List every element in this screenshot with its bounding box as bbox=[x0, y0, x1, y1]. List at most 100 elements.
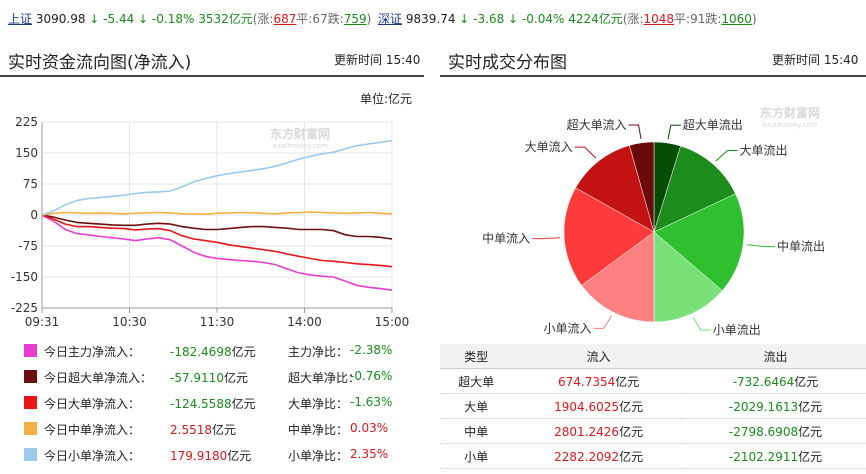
sh-price: 3090.98 bbox=[35, 12, 86, 26]
outflow-unit: 亿元 bbox=[798, 449, 823, 464]
pie-slice bbox=[581, 231, 655, 323]
right-panel-title: 实时成交分布图 bbox=[448, 53, 567, 73]
y-tick-label: -225 bbox=[11, 301, 38, 315]
row-inflow: 1904.6025亿元 bbox=[512, 393, 685, 419]
outflow-value: -2102.2911 bbox=[728, 449, 799, 464]
legend-row: 今日大单净流入： -124.5588亿元 大单净比： -1.63% bbox=[20, 392, 420, 414]
x-tick-label: 15:00 bbox=[375, 315, 410, 329]
row-inflow: 2282.2092亿元 bbox=[512, 443, 685, 469]
sz-down-count[interactable]: 1060 bbox=[721, 12, 752, 26]
sh-flat-count: 平:67 bbox=[296, 12, 328, 26]
sz-price: 9839.74 bbox=[405, 12, 456, 26]
inflow-unit: 亿元 bbox=[619, 449, 644, 464]
sz-amount: 4224亿元 bbox=[568, 12, 623, 26]
row-outflow: -2029.1613亿元 bbox=[685, 393, 866, 419]
left-header-divider bbox=[0, 75, 424, 77]
sz-index-ticker: 深证 9839.74 ↓ -3.68 ↓ -0.04% 4224亿元(涨:104… bbox=[378, 10, 757, 27]
legend-row: 今日超大单净流入： -57.9110亿元 超大单净比： -0.76% bbox=[20, 366, 420, 388]
sz-up-count[interactable]: 1048 bbox=[643, 12, 675, 26]
legend-row: 今日中单净流入： 2.5518亿元 中单净比： 0.03% bbox=[20, 418, 420, 440]
x-tick-label: 09:31 bbox=[25, 315, 60, 329]
sz-open-paren: (涨: bbox=[622, 12, 644, 26]
index-ticker-bar: 上证 3090.98 ↓ -5.44 ↓ -0.18% 3532亿元(涨:687… bbox=[0, 0, 866, 34]
unit-label: 单位:亿元 bbox=[360, 92, 413, 106]
sh-index-ticker: 上证 3090.98 ↓ -5.44 ↓ -0.18% 3532亿元(涨:687… bbox=[8, 10, 371, 27]
inflow-unit: 亿元 bbox=[619, 424, 644, 439]
legend-value: -57.9110亿元 bbox=[170, 369, 248, 386]
inflow-unit: 亿元 bbox=[615, 374, 640, 389]
series-line bbox=[41, 214, 393, 268]
pie-label-connector bbox=[628, 124, 642, 139]
trade-distribution-table: 类型 流入 流出 超大单 674.7354亿元 -732.6464亿元 大单 1… bbox=[440, 344, 866, 469]
pie-slice bbox=[653, 145, 736, 233]
legend-ratio-value: -1.63% bbox=[350, 395, 393, 409]
pie-slice-label: 超大单流出 bbox=[683, 117, 743, 132]
row-type: 小单 bbox=[440, 443, 513, 469]
legend-amount: -124.5588 bbox=[170, 397, 232, 411]
pie-slice-label: 小单流出 bbox=[713, 323, 761, 337]
inflow-value: 1904.6025 bbox=[554, 399, 620, 414]
row-type: 中单 bbox=[440, 418, 513, 444]
pie-label-connector bbox=[747, 244, 775, 248]
pie-slice bbox=[653, 193, 745, 291]
table-row: 小单 2282.2092亿元 -2102.2911亿元 bbox=[440, 443, 866, 469]
legend-amount: 2.5518 bbox=[170, 423, 212, 437]
legend-value: 2.5518亿元 bbox=[170, 421, 236, 438]
row-inflow: 674.7354亿元 bbox=[512, 368, 685, 394]
sh-change: ↓ -5.44 bbox=[89, 12, 135, 26]
legend-swatch bbox=[24, 370, 37, 383]
pie-slice bbox=[563, 187, 655, 286]
pie-label-connector bbox=[593, 315, 613, 329]
legend-swatch bbox=[24, 396, 37, 409]
legend-unit: 亿元 bbox=[212, 423, 237, 437]
legend-unit: 亿元 bbox=[227, 449, 252, 463]
sz-change: ↓ -3.68 bbox=[459, 12, 505, 26]
outflow-unit: 亿元 bbox=[798, 424, 823, 439]
row-outflow: -2102.2911亿元 bbox=[685, 443, 866, 469]
legend-label: 今日中单净流入： bbox=[44, 423, 141, 437]
legend-ratio-value: -2.38% bbox=[350, 343, 393, 357]
left-update-value: 15:40 bbox=[385, 53, 421, 67]
legend-unit: 亿元 bbox=[231, 345, 256, 359]
outflow-unit: 亿元 bbox=[794, 374, 819, 389]
table-header-outflow: 流出 bbox=[685, 344, 866, 369]
sh-index-link[interactable]: 上证 bbox=[8, 12, 33, 26]
sh-pct: ↓ -0.18% bbox=[138, 12, 195, 26]
pie-label-connector bbox=[574, 146, 597, 159]
legend-value: -182.4698亿元 bbox=[170, 343, 256, 360]
y-tick-label: 225 bbox=[15, 115, 38, 129]
legend-label: 今日超大单净流入： bbox=[44, 371, 153, 385]
sh-up-count[interactable]: 687 bbox=[273, 12, 297, 26]
x-tick-label: 14:00 bbox=[287, 315, 322, 329]
y-tick-label: 150 bbox=[15, 146, 38, 160]
row-outflow: -2798.6908亿元 bbox=[685, 418, 866, 444]
sz-index-link[interactable]: 深证 bbox=[378, 12, 403, 26]
legend-ratio-label: 超大单净比： bbox=[288, 371, 361, 385]
x-tick-label: 11:30 bbox=[200, 315, 235, 329]
watermark-subtext: eastmoney.com bbox=[762, 121, 817, 129]
y-tick-label: 0 bbox=[30, 208, 38, 222]
legend-amount: -57.9110 bbox=[170, 371, 224, 385]
sh-open-paren: (涨: bbox=[252, 12, 274, 26]
right-update-time: 更新时间 15:40 bbox=[772, 51, 858, 68]
sh-down-count[interactable]: 759 bbox=[343, 12, 367, 26]
pie-slice bbox=[653, 231, 723, 323]
legend-ratio-label: 大单净比： bbox=[288, 397, 349, 411]
legend-label: 今日小单净流入： bbox=[44, 449, 141, 463]
row-type: 大单 bbox=[440, 393, 513, 419]
right-update-label: 更新时间 bbox=[772, 53, 821, 67]
series-line bbox=[41, 211, 393, 216]
pie-label-connector bbox=[667, 124, 681, 140]
pie-label-connector bbox=[715, 150, 738, 162]
legend-ratio-value: -0.76% bbox=[350, 369, 393, 383]
legend-label: 今日主力净流入： bbox=[44, 345, 141, 359]
pie-slice-label: 大单流出 bbox=[740, 144, 788, 158]
left-update-label: 更新时间 bbox=[334, 53, 383, 67]
legend-unit: 亿元 bbox=[231, 397, 256, 411]
legend-value: -124.5588亿元 bbox=[170, 395, 256, 412]
series-line bbox=[41, 139, 393, 216]
sz-close-paren: ) bbox=[751, 12, 757, 26]
legend-swatch bbox=[24, 344, 37, 357]
